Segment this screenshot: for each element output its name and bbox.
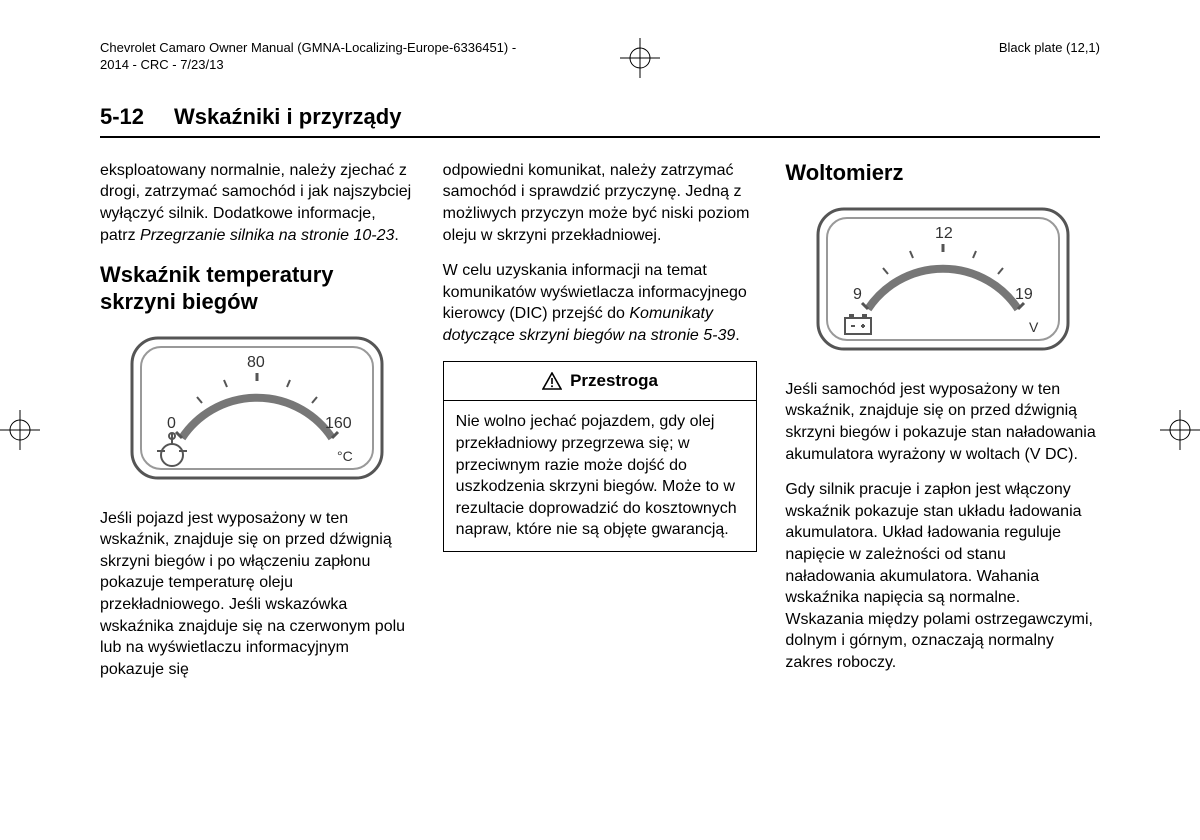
crop-mark-left	[0, 410, 40, 450]
warning-triangle-icon	[542, 372, 562, 390]
svg-text:12: 12	[935, 225, 953, 242]
svg-text:°C: °C	[337, 448, 353, 464]
manual-line2: 2014 - CRC - 7/23/13	[100, 57, 516, 74]
col1-para2: Jeśli pojazd jest wyposażony w ten wskaź…	[100, 508, 415, 681]
svg-text:19: 19	[1015, 286, 1033, 303]
column-1: eksploatowany normalnie, należy zjechać …	[100, 160, 415, 695]
manual-line1: Chevrolet Camaro Owner Manual (GMNA-Loca…	[100, 40, 516, 57]
page-title-row: 5-12 Wskaźniki i przyrządy	[100, 104, 1100, 130]
svg-text:9: 9	[853, 286, 862, 303]
crop-mark-right	[1160, 410, 1200, 450]
col2-para1: odpowiedni komunikat, należy zatrzymać s…	[443, 160, 758, 246]
col3-heading: Woltomierz	[785, 160, 1100, 186]
col2-para2: W celu uzyskania informacji na temat kom…	[443, 260, 758, 346]
caution-body: Nie wolno jechać pojazdem, gdy olej prze…	[444, 401, 757, 551]
caution-heading: Przestroga	[444, 362, 757, 402]
col1-p1-end: .	[394, 227, 398, 244]
transmission-temp-gauge: 0 80 160 °C	[100, 333, 415, 490]
voltmeter-gauge: 9 12 19 V	[785, 204, 1100, 361]
svg-text:80: 80	[247, 354, 265, 371]
col3-para1: Jeśli samochód jest wyposażony w ten wsk…	[785, 379, 1100, 465]
col1-p1-ref: Przegrzanie silnika na stronie 10-23	[140, 227, 394, 244]
column-2: odpowiedni komunikat, należy zatrzymać s…	[443, 160, 758, 695]
svg-text:V: V	[1029, 319, 1039, 335]
page-header: Chevrolet Camaro Owner Manual (GMNA-Loca…	[100, 40, 1100, 74]
crop-mark-top	[620, 38, 660, 78]
col3-para2: Gdy silnik pracuje i zapłon jest włączon…	[785, 479, 1100, 673]
column-3: Woltomierz 9 12 19 V	[785, 160, 1100, 695]
title-rule	[100, 136, 1100, 138]
caution-box: Przestroga Nie wolno jechać pojazdem, gd…	[443, 361, 758, 553]
svg-text:0: 0	[167, 415, 176, 432]
caution-label: Przestroga	[570, 370, 658, 393]
page-title: Wskaźniki i przyrządy	[174, 104, 401, 130]
manual-id: Chevrolet Camaro Owner Manual (GMNA-Loca…	[100, 40, 516, 74]
plate-label: Black plate (12,1)	[999, 40, 1100, 55]
col1-heading: Wskaźnik temperatury skrzyni biegów	[100, 262, 415, 315]
col2-p2-end: .	[735, 327, 739, 344]
svg-text:160: 160	[325, 415, 352, 432]
content-columns: eksploatowany normalnie, należy zjechać …	[100, 160, 1100, 695]
page-number: 5-12	[100, 104, 144, 130]
col1-para1: eksploatowany normalnie, należy zjechać …	[100, 160, 415, 246]
